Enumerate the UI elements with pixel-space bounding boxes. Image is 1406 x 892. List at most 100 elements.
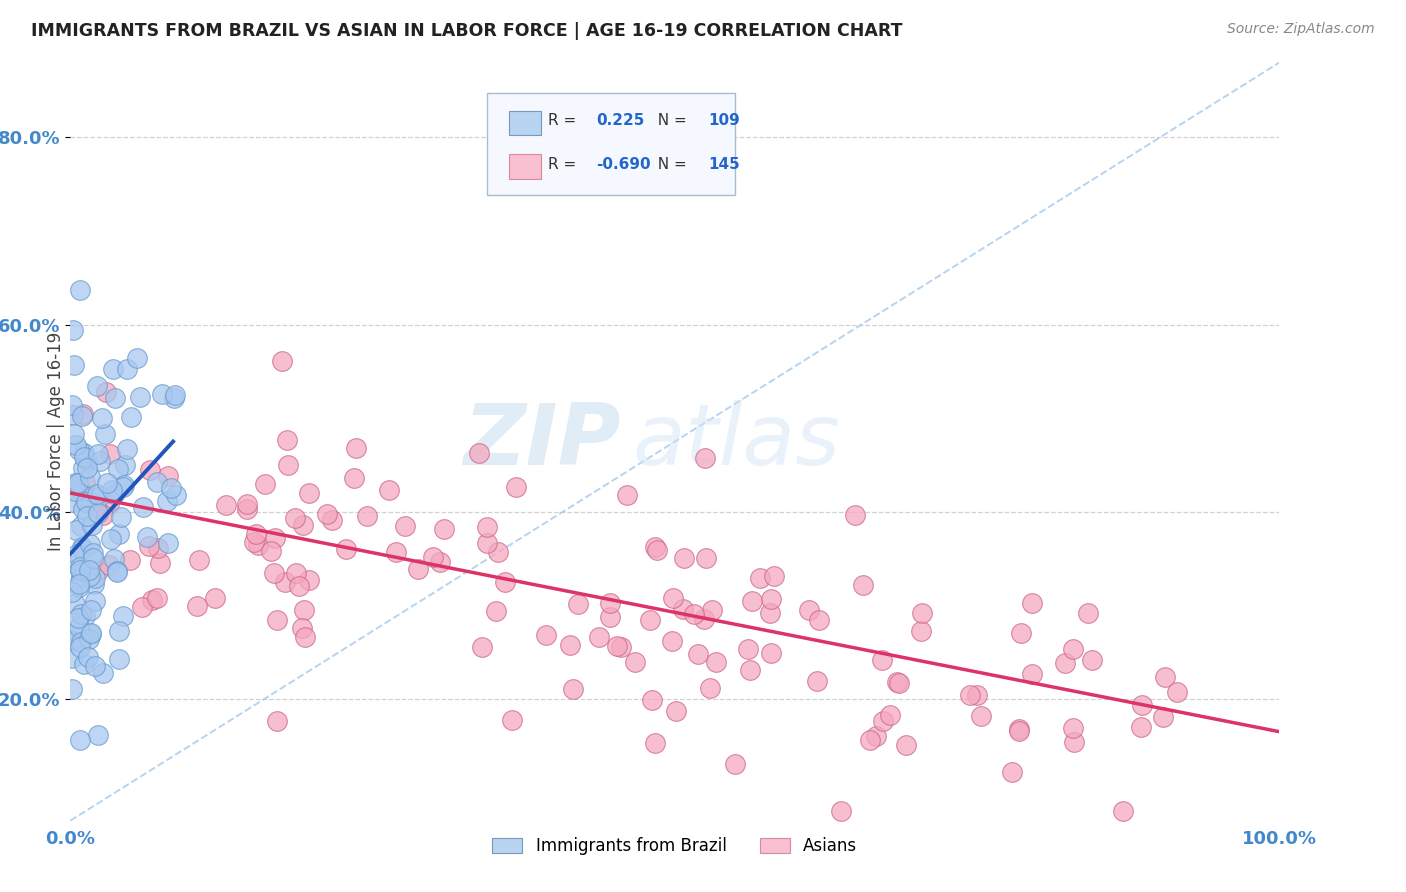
- Point: [1152, 709, 1174, 723]
- Point: [70, 571, 93, 585]
- Point: [60, 585, 83, 599]
- Point: [294, 630, 316, 644]
- Text: 0.225: 0.225: [596, 113, 645, 128]
- Point: [156, 493, 179, 508]
- Point: [146, 591, 169, 605]
- Point: [245, 527, 267, 541]
- Point: [125, 351, 148, 365]
- Point: [429, 555, 451, 569]
- Point: [886, 674, 908, 689]
- Point: [271, 353, 294, 368]
- Point: [263, 532, 285, 546]
- Point: [86, 379, 108, 393]
- Point: [67, 611, 90, 625]
- Point: [433, 522, 456, 536]
- Point: [103, 487, 125, 501]
- Point: [204, 591, 226, 605]
- Point: [69, 518, 91, 533]
- Point: [63, 427, 86, 442]
- Point: [277, 458, 299, 472]
- Point: [80, 603, 103, 617]
- Point: [138, 539, 160, 553]
- Point: [146, 475, 169, 489]
- Point: [1154, 670, 1177, 684]
- Point: [567, 597, 589, 611]
- Point: [67, 580, 90, 594]
- Point: [187, 553, 209, 567]
- Point: [69, 640, 91, 654]
- Point: [160, 481, 183, 495]
- Point: [98, 558, 121, 573]
- Point: [60, 627, 83, 641]
- Y-axis label: In Labor Force | Age 16-19: In Labor Force | Age 16-19: [48, 332, 66, 551]
- Point: [1063, 734, 1085, 748]
- Point: [288, 579, 311, 593]
- Point: [911, 607, 934, 621]
- Point: [606, 639, 628, 653]
- Point: [67, 475, 90, 490]
- Point: [105, 564, 128, 578]
- Text: IMMIGRANTS FROM BRAZIL VS ASIAN IN LABOR FORCE | AGE 16-19 CORRELATION CHART: IMMIGRANTS FROM BRAZIL VS ASIAN IN LABOR…: [31, 22, 903, 40]
- Text: atlas: atlas: [633, 400, 841, 483]
- Point: [103, 552, 125, 566]
- Point: [699, 681, 721, 695]
- Point: [215, 498, 238, 512]
- Point: [86, 487, 108, 501]
- Point: [104, 391, 127, 405]
- Point: [870, 653, 893, 667]
- Point: [79, 537, 101, 551]
- Point: [101, 483, 124, 497]
- Point: [77, 650, 100, 665]
- Point: [616, 488, 638, 502]
- Point: [682, 607, 704, 621]
- Point: [378, 483, 401, 498]
- Point: [558, 639, 581, 653]
- Point: [475, 520, 498, 534]
- Point: [65, 558, 87, 572]
- Point: [107, 462, 129, 476]
- Point: [294, 603, 316, 617]
- Point: [1077, 606, 1099, 620]
- Point: [96, 384, 118, 399]
- FancyBboxPatch shape: [509, 154, 541, 179]
- Point: [859, 733, 882, 747]
- Text: N =: N =: [648, 157, 692, 172]
- Point: [236, 502, 259, 516]
- Point: [1130, 720, 1153, 734]
- FancyBboxPatch shape: [509, 111, 541, 136]
- Point: [761, 646, 783, 660]
- Point: [141, 593, 163, 607]
- Point: [69, 570, 91, 584]
- Point: [724, 756, 747, 771]
- Point: [1062, 721, 1084, 735]
- Point: [830, 805, 852, 819]
- Point: [87, 447, 110, 461]
- Point: [624, 655, 647, 669]
- Point: [872, 714, 894, 729]
- Point: [82, 551, 104, 566]
- Point: [76, 509, 98, 524]
- Point: [87, 506, 110, 520]
- Point: [62, 408, 84, 422]
- Text: Source: ZipAtlas.com: Source: ZipAtlas.com: [1227, 22, 1375, 37]
- Point: [562, 682, 585, 697]
- Point: [73, 657, 96, 671]
- Text: R =: R =: [548, 113, 581, 128]
- Point: [73, 475, 96, 490]
- Point: [150, 386, 173, 401]
- Point: [115, 442, 138, 457]
- Point: [70, 409, 93, 423]
- Point: [609, 640, 631, 654]
- Point: [65, 523, 87, 537]
- Point: [662, 591, 685, 606]
- Point: [60, 682, 83, 697]
- Point: [236, 497, 259, 511]
- Point: [69, 563, 91, 577]
- Text: 109: 109: [709, 113, 741, 128]
- Point: [165, 388, 187, 402]
- Point: [87, 728, 110, 742]
- Text: N =: N =: [648, 113, 692, 128]
- Point: [139, 463, 162, 477]
- Point: [120, 409, 142, 424]
- Point: [894, 738, 917, 752]
